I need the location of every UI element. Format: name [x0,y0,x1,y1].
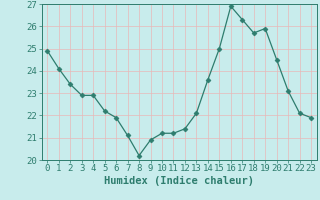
X-axis label: Humidex (Indice chaleur): Humidex (Indice chaleur) [104,176,254,186]
